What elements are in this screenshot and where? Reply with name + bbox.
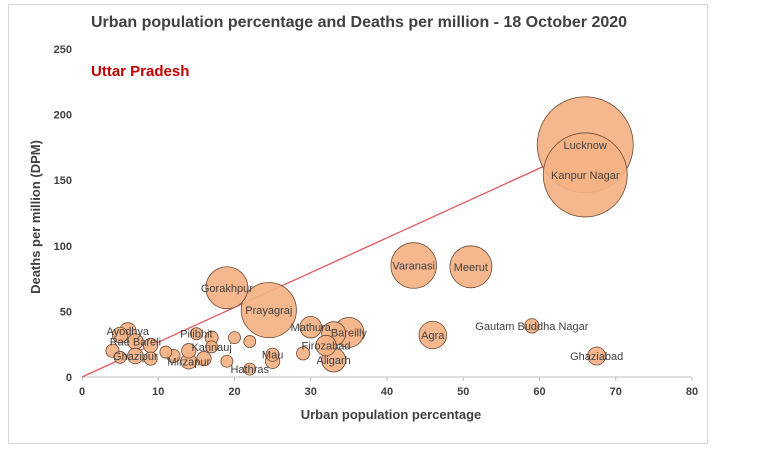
- point-label: Gorakhpur: [201, 283, 253, 295]
- x-tick-label: 70: [610, 386, 622, 398]
- trendline: [81, 146, 586, 378]
- bubble-point: [189, 327, 203, 341]
- axes: 0 10 20 30 40 50 60 70 80 0 50 100 150 200 250: [54, 44, 698, 398]
- bubble-point: [240, 282, 297, 339]
- x-tick-label: 60: [533, 386, 545, 398]
- bubble-point: [243, 362, 257, 376]
- y-tick-label: 100: [54, 241, 72, 253]
- point-label: Mau: [262, 350, 283, 362]
- point-label: Kanpur Nagar: [551, 170, 620, 182]
- bubble-point: [542, 132, 628, 218]
- x-tick-label: 30: [305, 386, 317, 398]
- bubble-point: [418, 320, 447, 350]
- scatter-chart: Urban population percentage and Deaths p…: [28, 14, 698, 422]
- x-tick-label: 0: [79, 386, 85, 398]
- point-label: Meerut: [454, 262, 488, 274]
- y-tick-label: 50: [60, 306, 72, 318]
- state-annotation: Uttar Pradesh: [91, 63, 189, 80]
- bubble-point: [143, 351, 158, 366]
- trendline-group: [81, 146, 586, 378]
- point-label: Ghazipur: [113, 351, 158, 363]
- chart-frame: Urban population percentage and Deaths p…: [8, 4, 708, 444]
- bubble-point: [181, 343, 197, 359]
- x-axis-title: Urban population percentage: [301, 407, 482, 422]
- point-label: Gautam Buddha Nagar: [475, 321, 588, 333]
- bubble-point: [205, 266, 249, 310]
- point-label: Pilibhit: [180, 329, 212, 341]
- x-tick-label: 80: [686, 386, 698, 398]
- bubble-point: [196, 351, 212, 367]
- x-tick-label: 10: [152, 386, 164, 398]
- y-axis-title: Deaths per million (DPM): [28, 140, 43, 294]
- bubble-point: [449, 245, 493, 289]
- point-label: Ghaziabad: [570, 351, 623, 363]
- point-label: Prayagraj: [245, 305, 292, 317]
- point-label: Ayodhya: [106, 326, 149, 338]
- point-label: Bareilly: [331, 327, 368, 339]
- y-tick-label: 0: [66, 372, 72, 384]
- bubble-point: [299, 315, 322, 339]
- x-tick-label: 50: [457, 386, 469, 398]
- bubble-point: [111, 326, 129, 344]
- bubble-point: [205, 340, 219, 354]
- y-tick-label: 200: [54, 110, 72, 122]
- point-label: Mathura: [291, 322, 332, 334]
- point-label: Firozabad: [302, 341, 351, 353]
- bubble-point: [587, 346, 607, 366]
- bubble-point: [390, 242, 437, 289]
- point-label: Hathras: [230, 364, 269, 376]
- point-label: Lucknow: [564, 140, 607, 152]
- x-tick-label: 20: [228, 386, 240, 398]
- x-tick-label: 40: [381, 386, 393, 398]
- bubble-point: [315, 334, 337, 357]
- y-tick-label: 250: [54, 44, 72, 56]
- bubble-point: [228, 331, 241, 345]
- bubble-point: [159, 345, 173, 359]
- point-label: Varanasi: [392, 260, 435, 272]
- point-labels-group: Lucknow Kanpur Nagar Varanasi Meerut Gorakhp…: [106, 140, 623, 376]
- point-label: Kannauj: [191, 342, 231, 354]
- bubble-point: [296, 346, 311, 361]
- bubble-point: [113, 350, 127, 364]
- point-label: Rae Bareli: [110, 337, 161, 349]
- point-label: Aligarh: [317, 355, 351, 367]
- bubble-point: [265, 347, 280, 362]
- bubble-point: [243, 335, 257, 348]
- point-label: Agra: [421, 330, 445, 342]
- chart-title: Urban population percentage and Deaths p…: [91, 14, 627, 31]
- point-label: Mirzapur: [167, 356, 210, 368]
- bubble-point: [220, 354, 234, 368]
- bubble-point: [524, 318, 540, 334]
- bubbles-group: [105, 96, 634, 376]
- bubble-point: [127, 347, 144, 365]
- y-tick-label: 150: [54, 175, 72, 187]
